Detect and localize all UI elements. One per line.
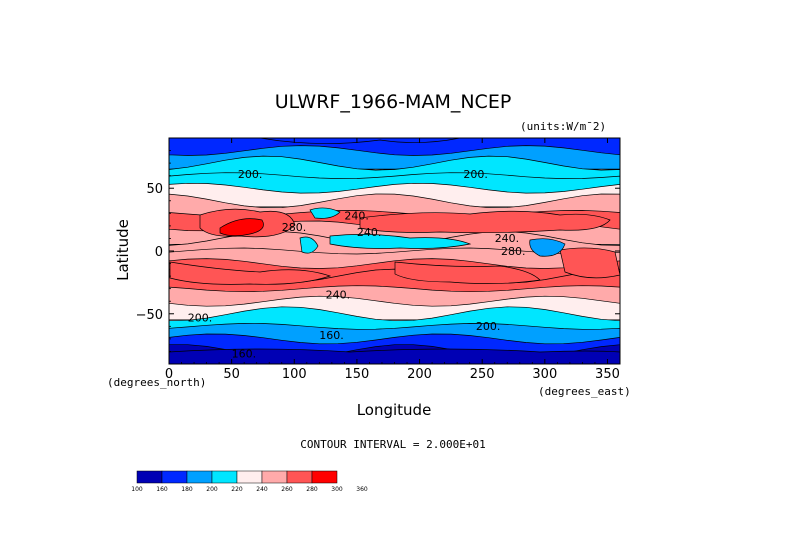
contour-label: 240. (495, 232, 520, 245)
colorbar-level-label: 260 (281, 486, 293, 493)
pacific-warm-region (359, 210, 611, 234)
contour-label: 160. (232, 348, 257, 361)
y-tick-label: 50 (146, 182, 163, 197)
x-unit-note: (degrees_east) (538, 385, 631, 398)
latitude-band (169, 323, 620, 346)
contour-label: 200. (463, 168, 488, 181)
colorbar-swatch (236, 470, 263, 484)
colorbar-level-label: 280 (306, 486, 318, 493)
y-tick-label: −50 (136, 308, 163, 323)
contour-label: 240. (344, 210, 369, 223)
regional-features (169, 138, 620, 364)
colorbar-swatch (211, 470, 238, 484)
contour-label: 160. (319, 329, 344, 342)
south-pacific-warm-region (394, 261, 541, 284)
y-unit-note: (degrees_north) (107, 376, 206, 389)
contour-labels: 200. 200.240.240. 240.280.280.240.200.200.… (188, 168, 526, 361)
colorbar-legend: 100 160 180 200 220 240 260 280 300 360 (131, 470, 368, 493)
contour-label: 200. (476, 320, 501, 333)
chart-title: ULWRF_1966-MAM_NCEP (275, 91, 512, 113)
x-tick-label: 300 (532, 367, 557, 382)
contour-label: 200. (188, 311, 213, 324)
latitude-band (169, 172, 620, 195)
amazon-convection (529, 238, 566, 257)
contour-label: 280. (501, 245, 526, 258)
tibet-cold-region (309, 207, 341, 219)
x-tick-label: 100 (282, 367, 307, 382)
colorbar-swatch (261, 470, 288, 484)
contour-label: 200. (238, 168, 263, 181)
contour-interval-text: CONTOUR INTERVAL = 2.000E+01 (300, 438, 485, 451)
colorbar-swatch (136, 470, 163, 484)
colorbar-level-label: 200 (206, 486, 218, 493)
indo-pacific-convection (329, 234, 472, 249)
plot-area: 200. 200.240.240. 240.280.280.240.200.200.… (169, 138, 620, 364)
colorbar-level-label: 100 (131, 486, 143, 493)
southern-warm-region (169, 261, 332, 285)
x-tick-label: 200 (407, 367, 432, 382)
x-tick-label: 150 (345, 367, 370, 382)
x-tick-label: 50 (223, 367, 240, 382)
africa-convection (299, 236, 319, 254)
south-america-warm-region (559, 247, 620, 279)
contour-label: 280. (282, 221, 307, 234)
y-tick-label: 0 (155, 245, 163, 260)
colorbar-swatch (186, 470, 213, 484)
colorbar-level-label: 220 (231, 486, 243, 493)
colorbar-level-label: 160 (156, 486, 168, 493)
x-axis-label: Longitude (357, 401, 432, 419)
colorbar-swatch (161, 470, 188, 484)
antarctic-core (169, 348, 620, 364)
units-label: (units:W/m¯2) (520, 120, 606, 133)
contour-label: 240. (357, 226, 382, 239)
x-tick-label: 350 (595, 367, 620, 382)
x-tick-label: 0 (165, 367, 173, 382)
x-tick-label: 250 (470, 367, 495, 382)
contour-label: 240. (326, 289, 351, 302)
colorbar-level-label: 180 (181, 486, 193, 493)
y-axis: 50 0 −50 (136, 150, 620, 352)
colorbar-swatch (286, 470, 313, 484)
y-axis-label: Latitude (114, 219, 132, 281)
x-axis: 0 50 100 150 200 250 300 350 (165, 138, 620, 382)
colorbar-level-label: 240 (256, 486, 268, 493)
colorbar-level-label: 360 (356, 486, 368, 493)
colorbar-level-label: 300 (331, 486, 343, 493)
sahara-hot-core (219, 218, 264, 237)
colorbar-swatch (311, 470, 338, 484)
